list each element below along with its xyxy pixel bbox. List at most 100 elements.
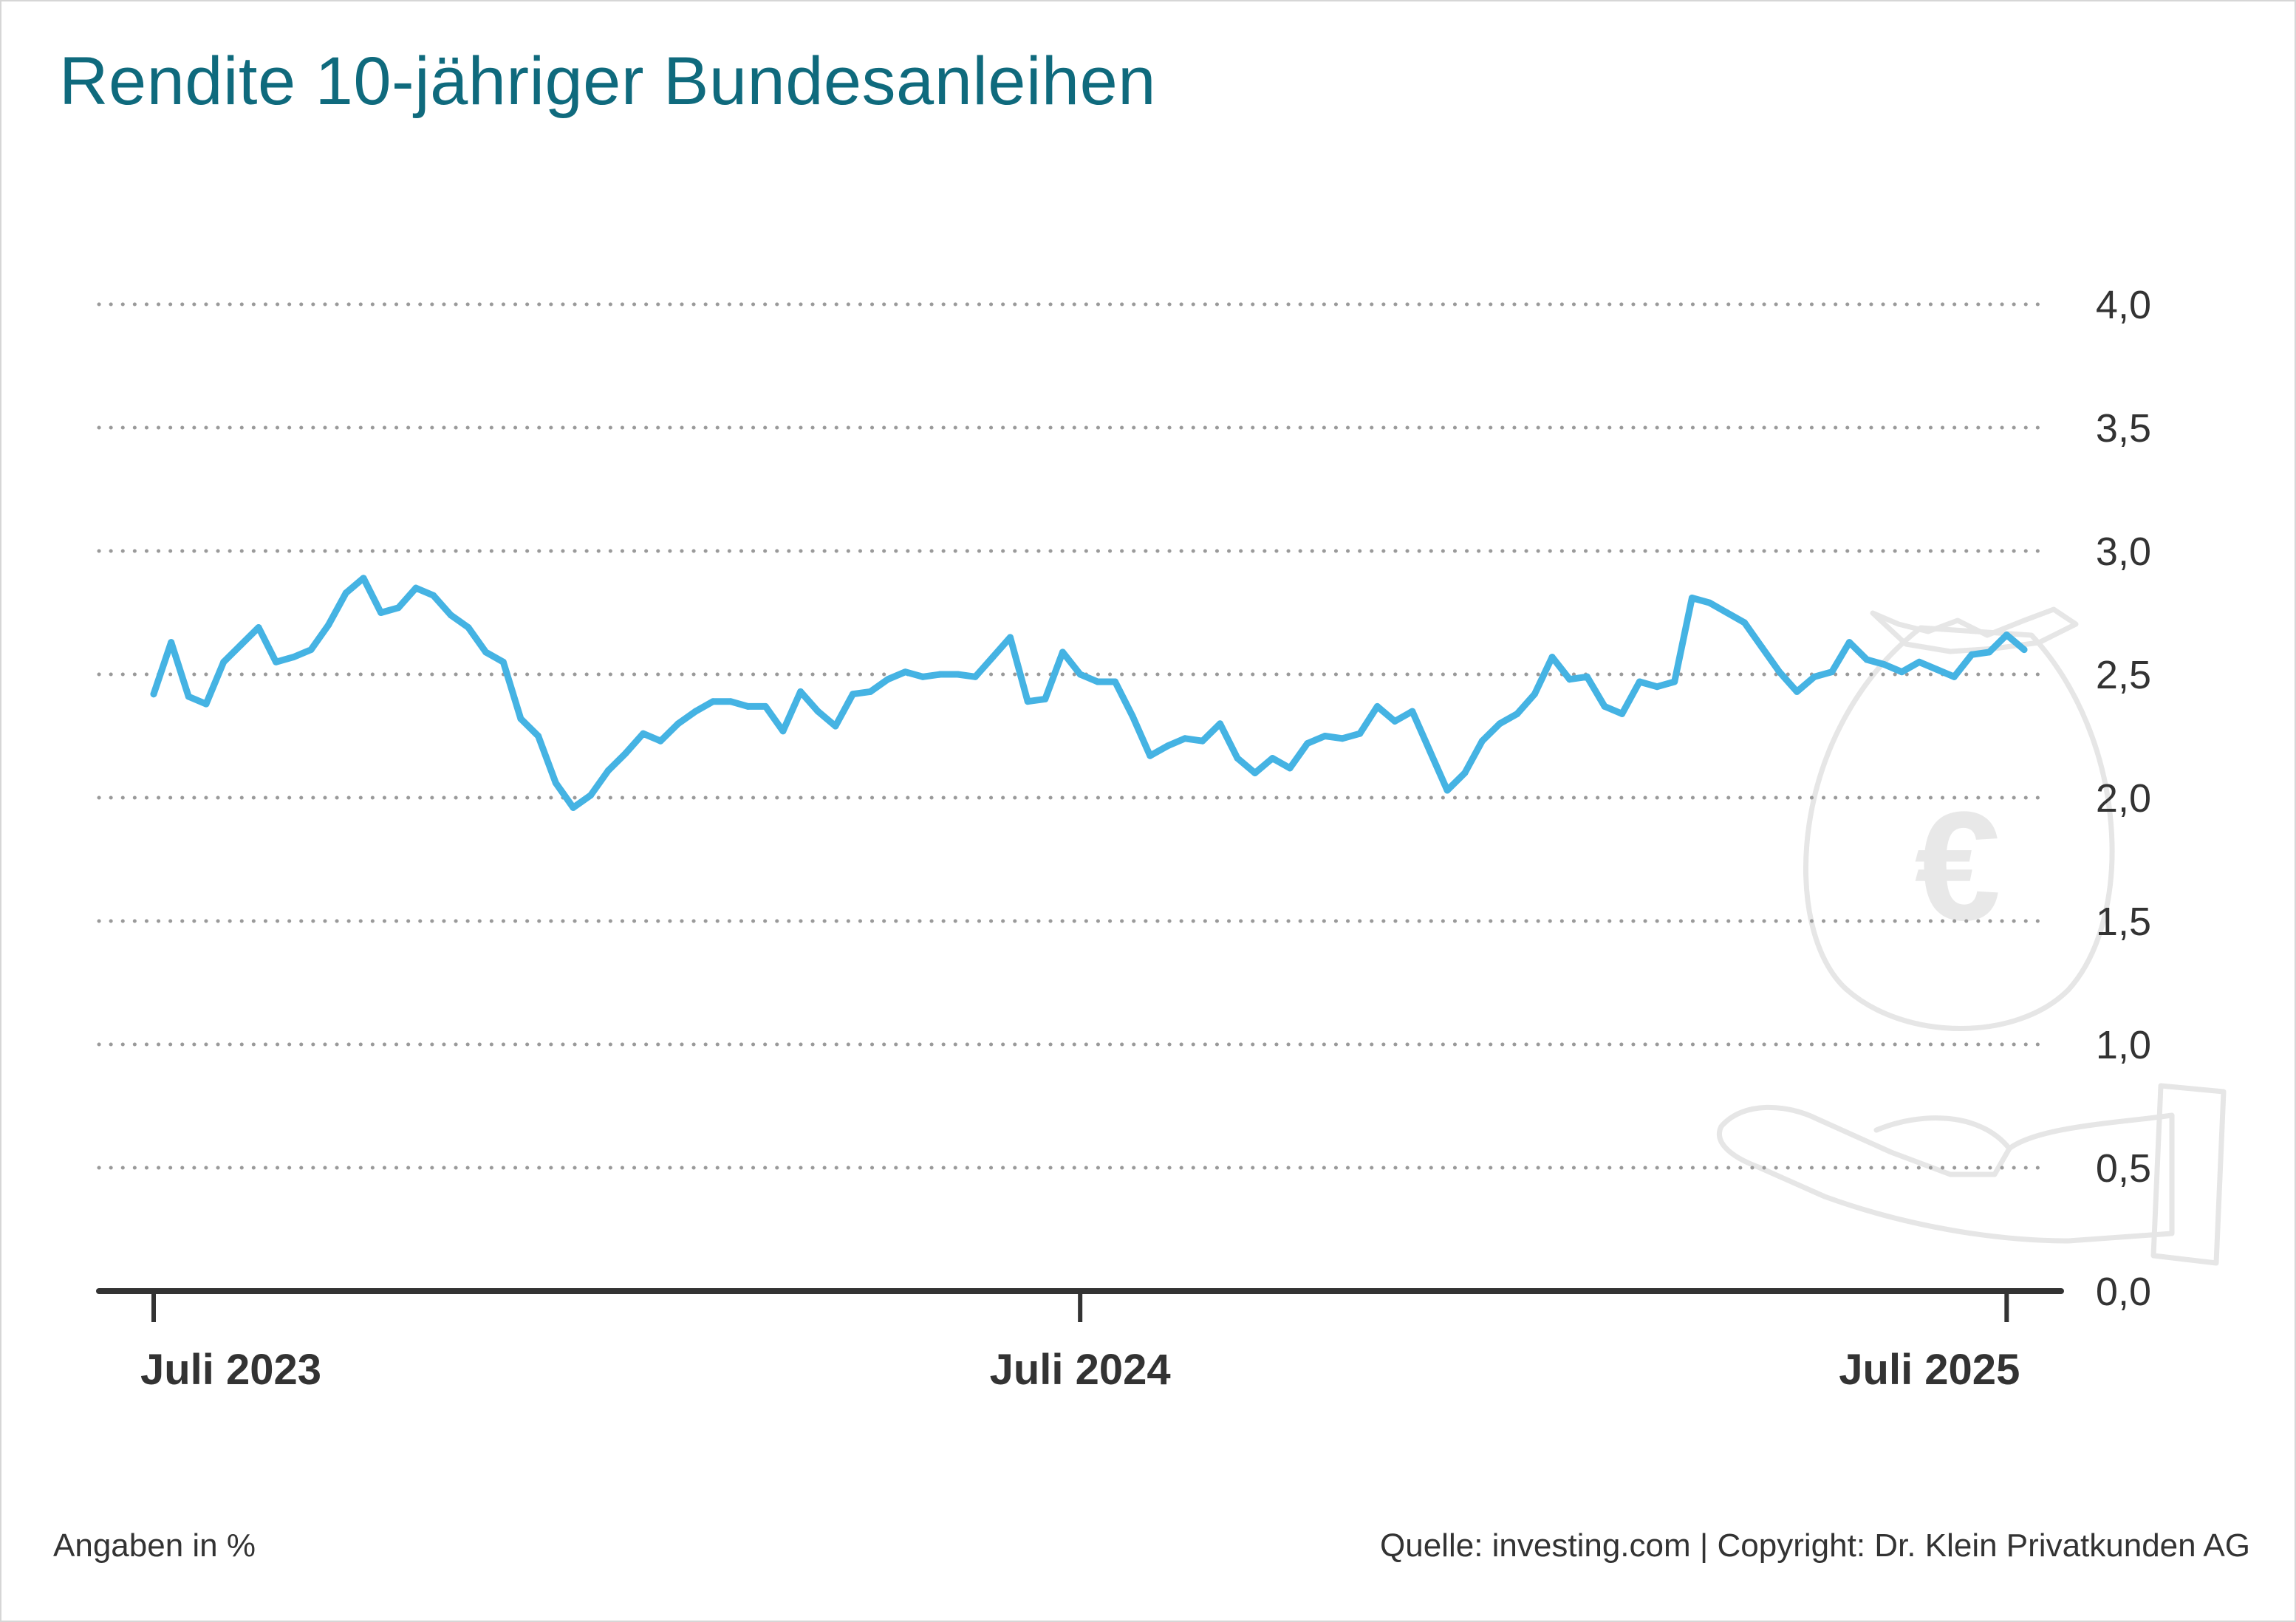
data-point xyxy=(1147,752,1154,759)
data-point xyxy=(1968,651,1975,658)
data-point xyxy=(674,720,682,728)
data-point xyxy=(937,671,944,678)
data-point xyxy=(727,698,734,705)
y-tick-label: 1,0 xyxy=(2096,1023,2151,1067)
data-point xyxy=(1322,733,1328,739)
data-point xyxy=(150,691,157,698)
data-point xyxy=(202,700,210,708)
chart-title: Rendite 10-jähriger Bundesanleihen xyxy=(59,44,1156,119)
x-axis-ticks: Juli 2023 Juli 2024 Juli 2025 xyxy=(140,1291,2020,1394)
data-point xyxy=(1898,668,1905,676)
series-line-rendite xyxy=(150,575,2028,811)
data-point xyxy=(604,767,612,774)
data-point xyxy=(814,708,821,715)
data-point xyxy=(2020,646,2028,654)
money-bag-in-hand-icon xyxy=(1717,606,2227,1266)
data-point xyxy=(1688,595,1695,601)
y-tick-label: 2,0 xyxy=(2096,776,2151,821)
data-point xyxy=(1478,737,1486,745)
data-point xyxy=(1112,678,1118,685)
data-point xyxy=(989,654,997,661)
data-point xyxy=(692,708,700,715)
y-tick-label: 2,5 xyxy=(2096,653,2151,697)
data-point xyxy=(919,673,926,680)
data-point xyxy=(1217,720,1223,728)
x-tick-label: Juli 2025 xyxy=(1839,1346,2020,1394)
data-point xyxy=(1828,668,1836,676)
data-point xyxy=(1339,735,1346,742)
data-point xyxy=(1811,673,1818,680)
data-point xyxy=(1251,770,1259,777)
data-point xyxy=(971,673,979,680)
data-point xyxy=(1373,702,1381,710)
data-point xyxy=(884,676,892,683)
data-point xyxy=(745,702,752,710)
data-point xyxy=(1007,634,1014,641)
x-tick-label: Juli 2023 xyxy=(140,1346,321,1394)
data-point xyxy=(1461,770,1469,777)
data-point xyxy=(1199,737,1206,745)
hand-palm-outline xyxy=(1717,1104,2175,1244)
data-point xyxy=(1129,713,1136,720)
data-point xyxy=(377,609,385,616)
data-point xyxy=(255,624,262,631)
data-point xyxy=(1024,698,1031,705)
data-point xyxy=(1653,683,1661,691)
data-point xyxy=(640,730,647,737)
euro-symbol: € xyxy=(1915,779,2001,953)
y-tick-label: 4,0 xyxy=(2096,283,2151,327)
data-point xyxy=(1356,730,1364,737)
data-point xyxy=(1706,599,1713,606)
data-point xyxy=(1863,656,1870,663)
data-point xyxy=(1042,695,1049,702)
data-point xyxy=(1286,764,1294,772)
data-point xyxy=(1566,676,1574,683)
y-tick-label: 1,5 xyxy=(2096,900,2151,944)
data-point xyxy=(465,624,472,631)
data-point xyxy=(290,654,297,661)
footnote-source: Quelle: investing.com | Copyright: Dr. K… xyxy=(1380,1527,2250,1564)
data-point xyxy=(499,658,507,665)
data-point xyxy=(1986,649,1993,656)
data-point xyxy=(902,668,909,676)
data-point xyxy=(1601,702,1608,710)
data-point xyxy=(1059,649,1066,656)
data-point xyxy=(552,779,559,787)
data-point xyxy=(482,649,490,656)
data-point xyxy=(307,646,315,654)
data-point xyxy=(1845,639,1853,646)
data-point xyxy=(535,733,542,739)
data-point xyxy=(867,688,874,695)
y-tick-label: 0,0 xyxy=(2096,1270,2151,1314)
data-point xyxy=(360,575,367,582)
data-point xyxy=(1269,755,1276,762)
data-point xyxy=(1094,678,1101,685)
data-point xyxy=(342,589,349,597)
data-point xyxy=(622,750,629,757)
y-tick-label: 3,5 xyxy=(2096,406,2151,451)
data-point xyxy=(832,722,839,730)
data-point xyxy=(850,691,856,698)
data-point xyxy=(168,639,175,646)
data-point xyxy=(430,592,437,599)
data-point xyxy=(762,702,769,710)
x-tick-label: Juli 2024 xyxy=(990,1346,1171,1394)
bag-body-outline xyxy=(1803,625,2115,1031)
data-point xyxy=(1234,755,1241,762)
data-point xyxy=(587,792,595,799)
data-point xyxy=(1723,609,1731,616)
data-point xyxy=(1304,740,1311,747)
data-point xyxy=(1164,742,1171,750)
series-layer xyxy=(150,575,2028,811)
gridlines xyxy=(97,302,2049,1170)
data-point xyxy=(412,584,420,592)
data-point xyxy=(954,671,961,678)
data-point xyxy=(1583,673,1591,680)
data-point xyxy=(1776,668,1783,676)
hand-cuff-outline xyxy=(2150,1083,2227,1266)
data-point xyxy=(570,804,577,811)
data-point xyxy=(1636,678,1643,685)
data-point xyxy=(185,693,192,700)
data-point xyxy=(1496,720,1503,728)
